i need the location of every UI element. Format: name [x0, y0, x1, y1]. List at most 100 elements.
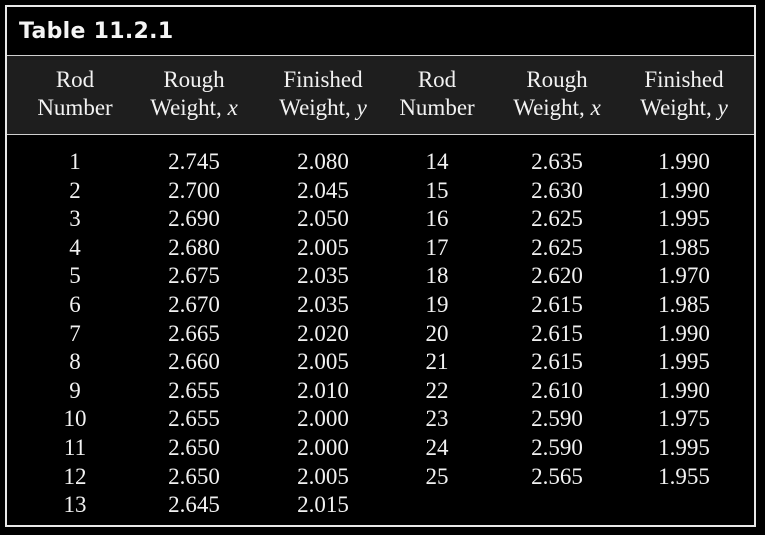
finished-weight-cell: 2.000 [297, 435, 349, 460]
rod-number-cell: 3 [69, 206, 81, 232]
column-header-line2: Number [11, 94, 139, 122]
finished-weight-cell: 2.020 [297, 320, 349, 346]
rod-number-cell: 5 [69, 263, 81, 289]
column-header-text: Weight, [279, 95, 357, 120]
column-header: Finished Weight, y [259, 66, 387, 122]
column-header-line1: Rod [55, 67, 95, 92]
rod-number-cell: 15 [425, 177, 449, 203]
finished-weight-cell: 2.005 [297, 463, 349, 489]
rod-number-cell: 25 [425, 463, 449, 489]
table-title: Table 11.2.1 [19, 18, 174, 44]
rough-weight-cell: 2.680 [168, 234, 220, 260]
column-header-variable: x [590, 95, 601, 120]
rough-weight-cell: 2.615 [531, 320, 583, 346]
rod-number-cell: 18 [425, 263, 449, 289]
column-header-variable: y [356, 95, 367, 120]
finished-weight-cell: 2.080 [297, 149, 349, 174]
finished-weight-cell: 1.990 [658, 177, 710, 203]
finished-weight-cell: 1.985 [658, 234, 710, 260]
column-header-line2: Weight, y [259, 94, 387, 122]
column-header-text: Weight, [640, 95, 718, 120]
finished-weight-cell: 1.955 [658, 463, 710, 489]
rod-number-cell: 24 [425, 435, 449, 460]
rod-number-cell: 1 [69, 149, 81, 174]
table-frame: Table 11.2.1 Rod Number Rough Weight, x Fini… [5, 5, 756, 527]
rod-number-cell: 23 [425, 406, 449, 432]
rod-number-cell: 6 [69, 292, 81, 317]
column-header-variable: x [227, 95, 238, 120]
column-header-line2: Weight, x [493, 94, 621, 122]
rough-weight-cell: 2.565 [531, 463, 583, 489]
rod-number-cell: 7 [69, 320, 81, 346]
column-header-text: Weight, [150, 95, 228, 120]
rough-weight-cell: 2.610 [531, 377, 583, 403]
finished-weight-cell: 2.045 [297, 177, 349, 203]
rough-weight-cell: 2.690 [168, 206, 220, 232]
rough-weight-cell: 2.655 [168, 377, 220, 403]
rough-weight-cell: 2.670 [168, 292, 220, 317]
column-header-line2: Number [373, 94, 501, 122]
column-header-line1: Finished [644, 67, 724, 92]
column-header: Rough Weight, x [493, 66, 621, 122]
column-header-line2: Weight, y [620, 94, 748, 122]
rod-number-cell: 4 [69, 234, 81, 260]
rough-weight-cell: 2.590 [531, 435, 583, 460]
column-header-text: Number [399, 95, 475, 120]
table-header: Rod Number Rough Weight, x Finished Weight, y… [7, 55, 754, 135]
column-header-line1: Rough [526, 67, 588, 92]
column-header: Rod Number [373, 66, 501, 122]
rod-number-cell: 12 [63, 463, 87, 489]
finished-weight-cell: 1.990 [658, 320, 710, 346]
column-header: Finished Weight, y [620, 66, 748, 122]
rough-weight-cell: 2.650 [168, 435, 220, 460]
column-header-line1: Rod [417, 67, 457, 92]
rough-weight-cell: 2.660 [168, 349, 220, 375]
rod-number-cell: 14 [425, 149, 449, 174]
column-header-text: Number [37, 95, 113, 120]
column-header: Rod Number [11, 66, 139, 122]
column-header-text: Weight, [513, 95, 591, 120]
finished-weight-cell: 1.995 [658, 435, 710, 460]
finished-weight-cell: 1.995 [658, 349, 710, 375]
finished-weight-cell: 1.985 [658, 292, 710, 317]
finished-weight-cell: 2.015 [297, 492, 349, 518]
finished-weight-cell: 2.005 [297, 349, 349, 375]
rod-number-cell: 9 [69, 377, 81, 403]
finished-weight-cell: 2.035 [297, 263, 349, 289]
finished-weight-cell: 1.970 [658, 263, 710, 289]
rough-weight-cell: 2.700 [168, 177, 220, 203]
rough-weight-cell: 2.625 [531, 234, 583, 260]
finished-weight-cell: 2.010 [297, 377, 349, 403]
column-header-line1: Finished [283, 67, 363, 92]
rough-weight-cell: 2.615 [531, 349, 583, 375]
rough-weight-cell: 2.650 [168, 463, 220, 489]
rod-number-cell: 17 [425, 234, 449, 260]
finished-weight-cell: 2.000 [297, 406, 349, 432]
column-header: Rough Weight, x [130, 66, 258, 122]
finished-weight-cell: 2.005 [297, 234, 349, 260]
rod-number-cell: 8 [69, 349, 81, 375]
rough-weight-cell: 2.630 [531, 177, 583, 203]
rod-number-cell: 2 [69, 177, 81, 203]
rough-weight-cell: 2.665 [168, 320, 220, 346]
column-header-variable: y [717, 95, 728, 120]
rod-number-cell: 19 [425, 292, 449, 317]
rough-weight-cell: 2.745 [168, 149, 220, 174]
rough-weight-cell: 2.590 [531, 406, 583, 432]
rough-weight-cell: 2.625 [531, 206, 583, 232]
rough-weight-cell: 2.645 [168, 492, 220, 518]
rod-number-cell: 22 [425, 377, 449, 403]
finished-weight-cell: 2.050 [297, 206, 349, 232]
rod-number-cell: 10 [63, 406, 87, 432]
finished-weight-cell: 1.990 [658, 377, 710, 403]
finished-weight-cell: 1.975 [658, 406, 710, 432]
rod-number-cell: 20 [425, 320, 449, 346]
rough-weight-cell: 2.675 [168, 263, 220, 289]
finished-weight-cell: 1.995 [658, 206, 710, 232]
rough-weight-cell: 2.620 [531, 263, 583, 289]
rough-weight-cell: 2.615 [531, 292, 583, 317]
finished-weight-cell: 2.035 [297, 292, 349, 317]
rod-number-cell: 11 [63, 435, 87, 460]
rod-number-cell: 13 [63, 492, 87, 518]
rough-weight-cell: 2.655 [168, 406, 220, 432]
